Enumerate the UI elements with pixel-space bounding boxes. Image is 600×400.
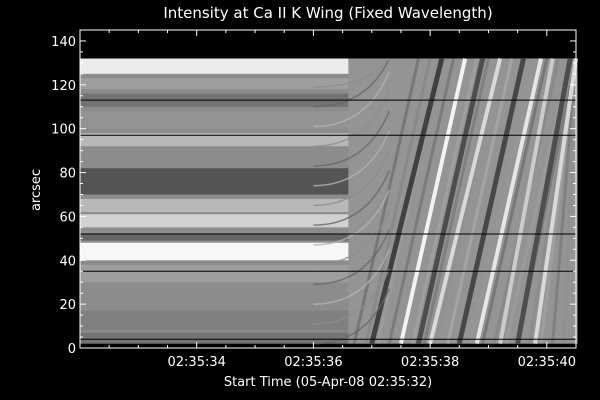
chart-title: Intensity at Ca II K Wing (Fixed Wavelen…	[163, 4, 492, 22]
y-tick-label: 140	[51, 35, 76, 50]
texture-streak	[469, 58, 537, 344]
transition-curve	[313, 130, 390, 187]
texture-streak	[562, 58, 578, 344]
transition-curve	[313, 288, 390, 345]
intensity-band	[80, 332, 349, 344]
transition-curve	[313, 170, 390, 226]
transition-curve	[313, 189, 390, 246]
bright-streak	[533, 58, 578, 344]
dark-streak	[416, 57, 486, 345]
intensity-band	[80, 310, 349, 331]
intensity-band	[80, 168, 349, 195]
texture-streak	[387, 58, 455, 344]
intensity-band	[80, 198, 349, 213]
y-tick-label: 80	[59, 167, 76, 182]
y-tick-label: 40	[59, 254, 76, 269]
transition-curve	[313, 58, 390, 108]
transition-curve	[313, 71, 390, 128]
bright-streak	[474, 58, 543, 345]
x-tick-label: 02:35:34	[168, 355, 226, 370]
dark-streak	[369, 57, 445, 345]
intensity-band	[80, 150, 349, 166]
texture-streak	[551, 58, 578, 344]
x-axis-label: Start Time (05-Apr-08 02:35:32)	[224, 375, 432, 390]
dark-streak	[515, 58, 573, 345]
transition-curve	[313, 229, 390, 286]
transition-curve	[313, 91, 390, 147]
y-axis-label: arcsec	[29, 169, 44, 211]
transition-curve	[313, 209, 390, 266]
texture-streak	[481, 58, 549, 344]
x-tick-label: 02:35:36	[284, 355, 342, 370]
transition-curve	[313, 110, 390, 167]
bright-streak	[498, 58, 555, 344]
intensity-band	[80, 284, 349, 309]
y-tick-label: 0	[68, 342, 76, 357]
y-tick-label: 120	[51, 79, 76, 94]
bright-streak	[428, 58, 503, 345]
texture-streak	[411, 58, 479, 344]
intensity-band	[80, 233, 349, 241]
intensity-band	[80, 111, 349, 129]
axis-ticks: 0 20 40 60 80 100 120 140 02:35:34 02:35:36 02:35:…	[51, 29, 576, 370]
y-tick-label: 20	[59, 298, 76, 313]
intensity-band	[80, 78, 349, 90]
transition-curve	[313, 249, 390, 305]
plot-frame	[79, 29, 577, 349]
transition-curve	[313, 58, 390, 88]
texture-streak	[446, 58, 514, 344]
dark-streak	[456, 57, 526, 345]
intensity-band	[80, 133, 349, 147]
texture-streak	[352, 58, 420, 344]
y-tick-label: 60	[59, 210, 76, 225]
intensity-band	[80, 242, 349, 261]
intensity-band	[80, 58, 349, 74]
transition-curve	[313, 150, 390, 207]
intensity-band	[80, 214, 349, 228]
texture-streak	[364, 58, 432, 344]
x-tick-label: 02:35:38	[401, 355, 459, 370]
intensity-band	[80, 264, 349, 283]
x-tick-label: 02:35:40	[518, 355, 576, 370]
transition-curve	[313, 268, 390, 325]
texture-streak	[422, 58, 490, 344]
bright-streak	[398, 58, 468, 345]
intensity-image	[80, 57, 578, 345]
y-tick-label: 100	[51, 123, 76, 138]
